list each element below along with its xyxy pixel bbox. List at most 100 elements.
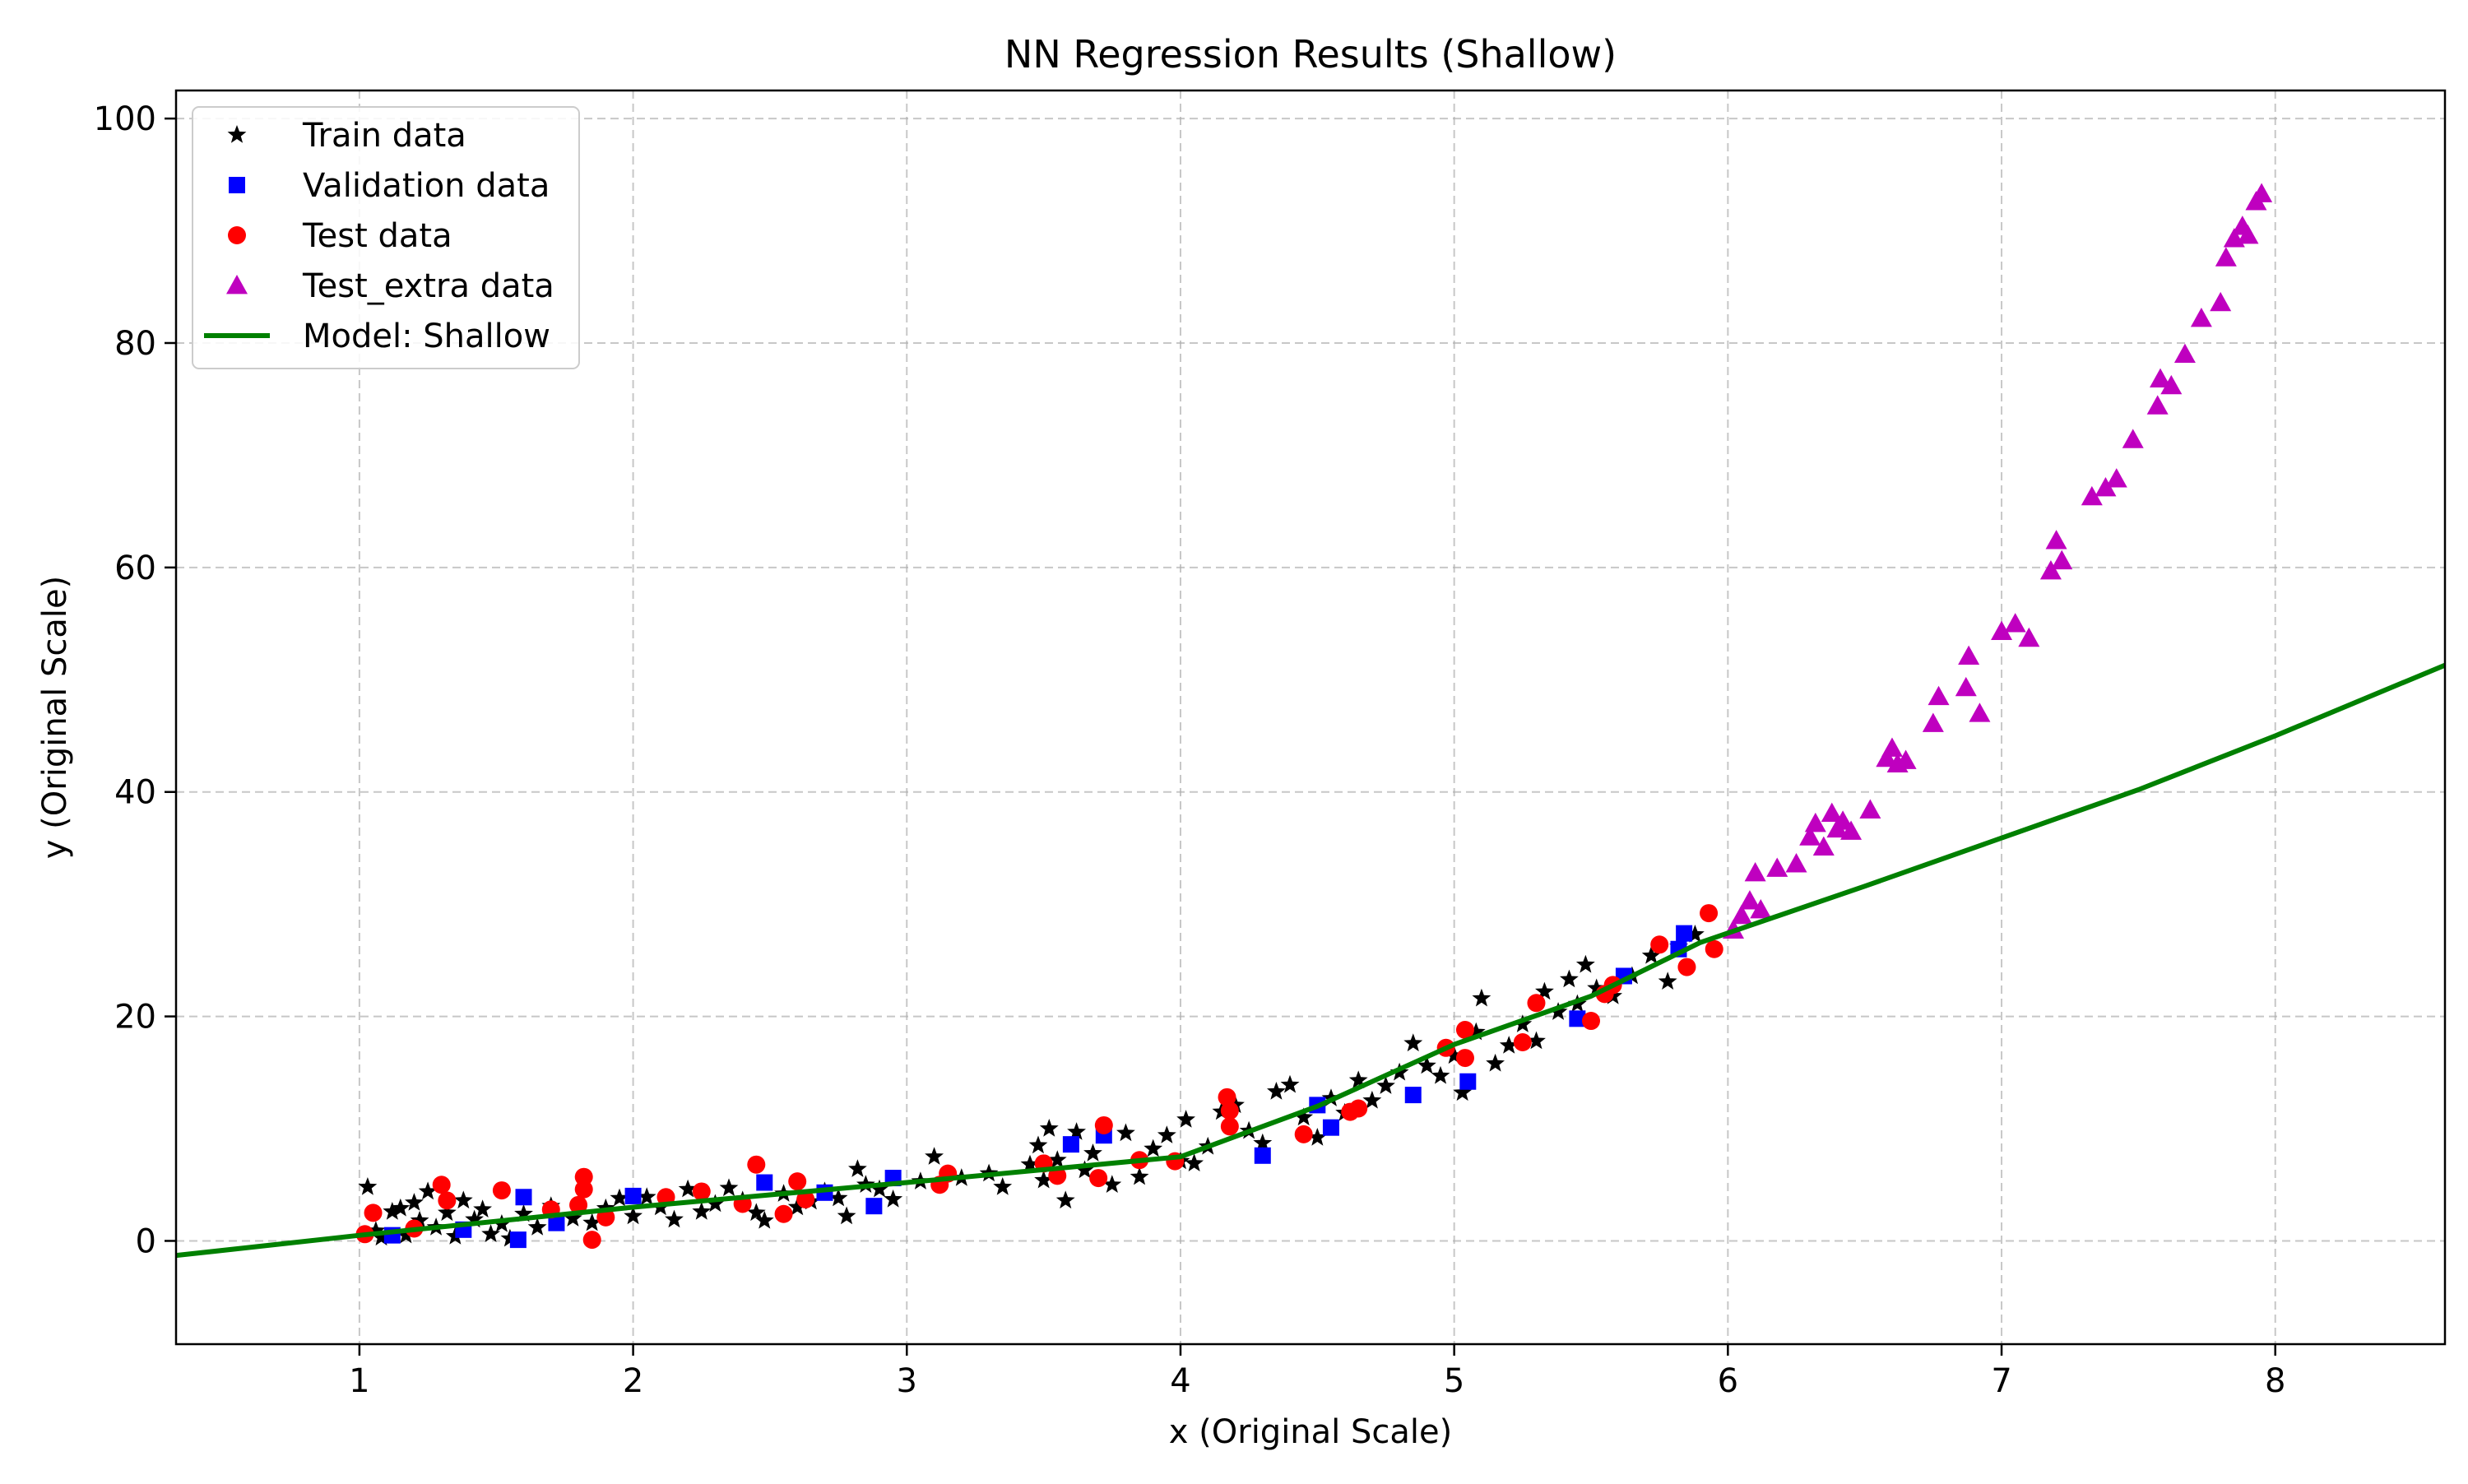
data-point-star [993, 1177, 1013, 1195]
data-point-star [564, 1208, 582, 1227]
data-point-star [1039, 1119, 1059, 1137]
data-point-triangle [1881, 737, 1903, 757]
data-point-star [418, 1181, 438, 1200]
data-point-star [1535, 981, 1554, 1000]
data-point-circle [1089, 1169, 1108, 1188]
data-point-star [1431, 1065, 1450, 1084]
legend-entry: Validation data [229, 167, 550, 205]
chart-title: NN Regression Results (Shallow) [1004, 32, 1617, 77]
data-point-triangle [1812, 836, 1835, 856]
data-point-star [410, 1210, 429, 1229]
data-point-triangle [1969, 703, 1991, 722]
data-point-star [1560, 969, 1579, 988]
data-point-star [383, 1202, 402, 1220]
y-tick-label: 0 [136, 1222, 156, 1260]
data-point-star [1417, 1055, 1436, 1074]
data-point-circle [1048, 1166, 1067, 1185]
x-tick-label: 4 [1170, 1362, 1190, 1400]
data-point-square [1062, 1136, 1079, 1153]
data-point-star [1055, 1190, 1075, 1209]
data-point-triangle [2081, 485, 2103, 506]
data-point-triangle [1804, 812, 1826, 832]
data-point-triangle [2122, 429, 2144, 448]
data-point-triangle [1991, 620, 2013, 641]
data-point-circle [1455, 1049, 1474, 1068]
data-point-circle [1218, 1087, 1236, 1106]
data-point-square [1322, 1119, 1339, 1136]
data-point-circle [1527, 994, 1546, 1013]
data-point-triangle [2095, 476, 2117, 497]
legend-entry: Test_extra data [226, 267, 554, 305]
data-point-star [438, 1203, 457, 1222]
data-point-circle [1700, 904, 1719, 923]
data-point-circle [1513, 1032, 1532, 1051]
data-point-triangle [2045, 530, 2067, 550]
y-tick-label: 40 [114, 774, 156, 812]
legend-marker-swatch [228, 226, 246, 244]
x-tick-label: 8 [2265, 1362, 2285, 1400]
data-point-star [596, 1198, 615, 1217]
x-tick-label: 2 [623, 1362, 643, 1400]
data-point-triangle [2190, 307, 2212, 327]
data-point-circle [1455, 1020, 1474, 1039]
data-point-square [1459, 1073, 1477, 1090]
data-point-circle [1705, 939, 1723, 958]
data-point-circle [432, 1176, 451, 1194]
data-point-star [1253, 1133, 1273, 1152]
data-point-star [837, 1206, 856, 1225]
data-point-triangle [1955, 676, 1977, 697]
data-point-triangle [1840, 820, 1863, 840]
data-point-square [515, 1189, 532, 1206]
data-point-triangle [1832, 810, 1854, 830]
data-point-star [1307, 1128, 1327, 1146]
data-point-circle [1094, 1115, 1113, 1134]
y-tick-label: 100 [94, 100, 156, 138]
data-point-star [1472, 988, 1491, 1007]
grid-layer [176, 90, 2445, 1344]
y-tick-label: 60 [114, 550, 156, 587]
legend-box [192, 106, 580, 369]
data-point-star [1641, 945, 1661, 964]
data-point-triangle [1895, 749, 1917, 769]
data-point-square [509, 1231, 527, 1249]
data-point-circle [569, 1195, 588, 1214]
data-point-star [1294, 1107, 1314, 1126]
data-point-star [1047, 1150, 1067, 1168]
data-point-star [1587, 978, 1607, 997]
data-point-star [1453, 1083, 1473, 1101]
data-point-star [870, 1179, 889, 1198]
data-point-triangle [1876, 747, 1898, 768]
data-point-star [787, 1197, 807, 1216]
data-point-triangle [2215, 247, 2237, 267]
data-point-star [1527, 1031, 1546, 1050]
data-point-star [1376, 1076, 1395, 1094]
data-point-circle [1220, 1101, 1239, 1120]
data-point-star [514, 1203, 533, 1222]
data-point-star [1548, 1002, 1568, 1020]
data-point-star [719, 1178, 739, 1197]
data-point-star [848, 1159, 867, 1177]
data-point-circle [1349, 1099, 1368, 1118]
data-point-triangle [1738, 890, 1761, 910]
data-point-star [358, 1177, 378, 1195]
data-point-star [1067, 1122, 1086, 1140]
data-point-star [372, 1227, 391, 1246]
data-point-triangle [2237, 225, 2259, 244]
data-point-star [1116, 1123, 1135, 1142]
data-point-circle [796, 1190, 815, 1208]
data-point-circle [1220, 1117, 1239, 1136]
data-point-star [624, 1206, 643, 1225]
data-point-star [1102, 1175, 1122, 1193]
data-point-triangle [2251, 183, 2273, 202]
legend-marker-swatch [229, 177, 245, 193]
x-tick-label: 3 [897, 1362, 917, 1400]
legend-label: Train data [302, 117, 466, 155]
data-point-triangle [1859, 799, 1881, 819]
data-point-triangle [2004, 613, 2026, 633]
x-tick-label: 6 [1718, 1362, 1738, 1400]
data-point-star [925, 1147, 944, 1165]
data-point-star [473, 1199, 492, 1217]
data-point-star [527, 1217, 547, 1236]
data-point-square [624, 1187, 642, 1204]
data-point-circle [1582, 1012, 1601, 1031]
